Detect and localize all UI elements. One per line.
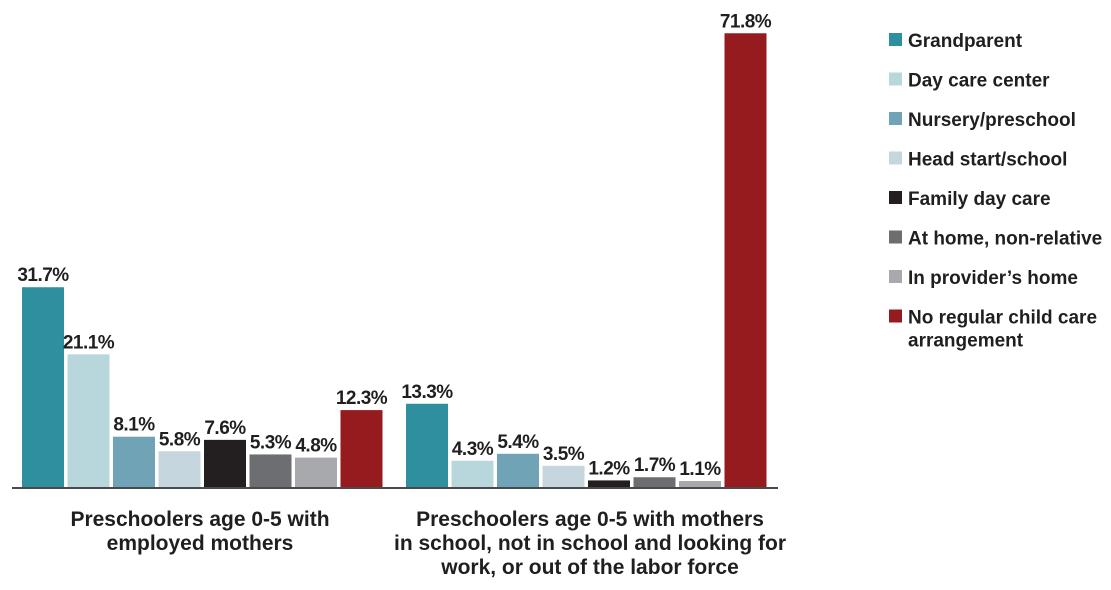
bar-value-label: 3.5%: [543, 444, 585, 465]
legend-swatch: [889, 230, 902, 244]
legend-swatch: [889, 112, 902, 125]
bar-value-label: 13.3%: [401, 382, 453, 403]
bar-0-1: [67, 354, 110, 488]
bar-0-4: [204, 439, 246, 488]
bar-value-label: 4.3%: [452, 439, 494, 460]
legend-label: Head start/school: [908, 150, 1067, 171]
bar-value-label: 71.8%: [720, 11, 772, 32]
legend-label: Grandparent: [908, 31, 1023, 52]
legend-label: Family day care: [908, 189, 1051, 210]
bar-value-label: 8.1%: [113, 415, 155, 436]
legend-swatch: [889, 33, 902, 46]
legend-label: Nursery/preschool: [908, 110, 1076, 131]
legend-swatch: [889, 72, 902, 86]
category-label-line: Preschoolers age 0-5 with: [70, 508, 329, 531]
bar-value-label: 1.1%: [679, 459, 721, 480]
legend-swatch: [889, 309, 902, 323]
bar-labels-group: 31.7% 21.1% 8.1%5.8%7.6%5.3% 4.8% 12.3% 13.3%…: [17, 11, 772, 480]
legend-label: arrangement: [908, 331, 1024, 352]
bar-1-3: [542, 465, 585, 488]
bar-0-3: [158, 451, 201, 488]
legend-label: At home, non-relative: [908, 229, 1102, 250]
category-label-line: Preschoolers age 0-5 with mothers: [416, 508, 764, 531]
bar-value-label: 21.1%: [63, 332, 115, 353]
legend-swatch: [889, 151, 902, 165]
bar-value-label: 1.2%: [588, 458, 630, 479]
category-label-line: work, or out of the labor force: [440, 556, 739, 579]
bar-1-0: [406, 403, 448, 488]
bar-value-label: 5.3%: [250, 432, 292, 453]
bar-value-label: 12.3%: [336, 388, 388, 409]
bar-1-2: [497, 453, 539, 488]
bar-1-1: [451, 460, 494, 488]
legend: Grandparent Day care center Nursery/presch…: [889, 31, 1102, 352]
legend-swatch: [889, 270, 902, 283]
bar-1-7: [724, 33, 767, 489]
bar-value-label: 5.8%: [159, 429, 201, 450]
legend-label: In provider’s home: [908, 268, 1078, 289]
category-label-line: employed mothers: [107, 532, 294, 555]
bars-group: [22, 33, 767, 489]
bar-1-4: [588, 480, 630, 488]
bar-1-6: [679, 481, 721, 488]
category-label-line: in school, not in school and looking for: [394, 532, 786, 555]
bar-0-2: [113, 436, 155, 488]
bar-value-label: 1.7%: [634, 455, 676, 476]
bar-value-label: 4.8%: [295, 436, 337, 457]
bar-value-label: 31.7%: [17, 265, 69, 286]
bar-value-label: 7.6%: [204, 418, 246, 439]
legend-swatch: [889, 191, 902, 204]
legend-label: No regular child care: [908, 308, 1097, 329]
legend-label: Day care center: [908, 71, 1050, 92]
bar-1-5: [633, 477, 676, 488]
bar-0-0: [22, 287, 64, 488]
bar-0-5: [249, 454, 292, 488]
bar-0-6: [295, 457, 337, 488]
bar-0-7: [340, 410, 383, 488]
bar-value-label: 5.4%: [497, 432, 539, 453]
